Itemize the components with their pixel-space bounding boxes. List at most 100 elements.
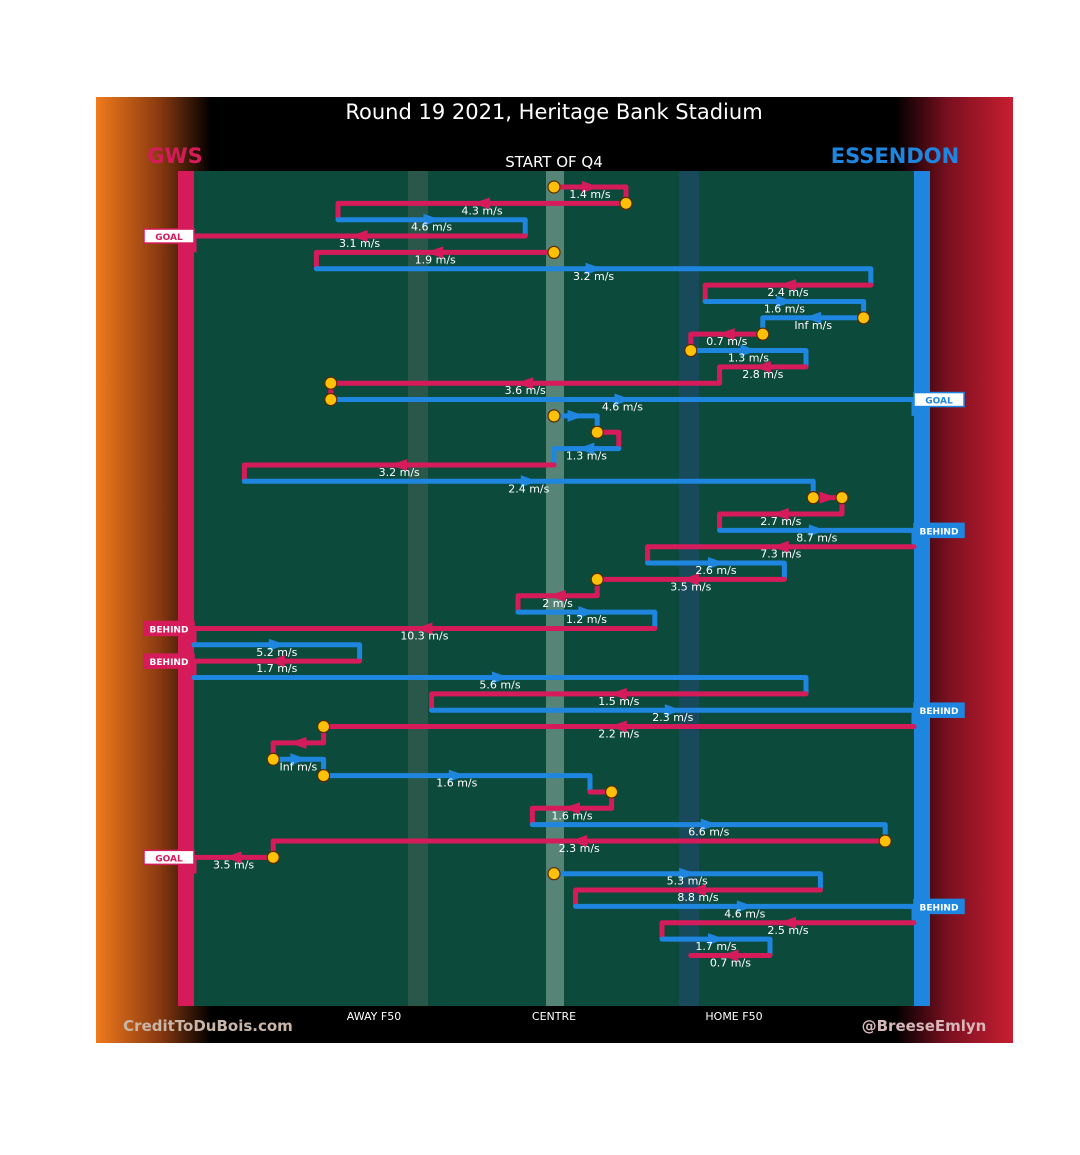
stoppage-marker — [324, 376, 338, 390]
stoppage-marker — [806, 491, 820, 505]
chain-direction-arrow — [679, 867, 697, 880]
stoppage-marker — [619, 196, 633, 210]
outcome-badge — [143, 653, 195, 669]
speed-label: 4.6 m/s — [602, 401, 643, 414]
chain-direction-arrow — [289, 736, 307, 749]
speed-label: 10.3 m/s — [400, 629, 448, 642]
speed-label: 8.7 m/s — [796, 531, 837, 544]
chain-direction-arrow — [614, 393, 632, 406]
chain-direction-arrow — [753, 360, 771, 373]
chain-direction-arrow — [681, 573, 699, 586]
outcome-badge — [913, 522, 965, 539]
chain-direction-arrow — [736, 900, 754, 913]
chain-direction-arrow — [563, 802, 580, 815]
home-f50-line — [679, 171, 699, 1006]
speed-label: 1.5 m/s — [598, 695, 639, 708]
possession-chain — [702, 279, 874, 302]
possession-chain: BEHIND — [573, 898, 965, 923]
speed-label: 1.6 m/s — [551, 809, 592, 822]
possession-chain — [515, 589, 600, 613]
outcome-badge — [143, 228, 195, 244]
speed-label: 2 m/s — [542, 597, 573, 610]
speed-label: 3.5 m/s — [670, 580, 711, 593]
speed-label: 1.6 m/s — [764, 302, 805, 315]
stoppage-marker — [547, 409, 561, 423]
x-tick-label: HOME F50 — [705, 1010, 762, 1023]
chain-direction-arrow — [390, 458, 408, 471]
stoppage-marker — [684, 343, 698, 358]
x-axis-ticks: AWAY F50 CENTRE HOME F50 — [347, 1010, 763, 1023]
speed-label: 0.7 m/s — [706, 335, 747, 348]
possession-chain — [717, 360, 809, 384]
speed-label: 1.6 m/s — [436, 777, 477, 790]
chain-direction-arrow — [520, 475, 538, 488]
outcome-label: GOAL — [925, 397, 953, 407]
possession-chain — [645, 557, 787, 580]
chain-direction-arrow — [582, 181, 599, 193]
stoppage-marker — [590, 425, 604, 439]
stoppage-marker — [547, 867, 561, 881]
speed-label: 6.6 m/s — [688, 826, 729, 839]
chain-direction-arrow — [567, 409, 585, 422]
chain-direction-arrow — [740, 344, 758, 357]
possession-chain — [573, 884, 823, 907]
speed-label: Inf m/s — [280, 760, 318, 773]
speed-label: 5.6 m/s — [479, 679, 520, 692]
possession-chain: GOAL — [324, 391, 965, 416]
possession-chain: BEHIND — [429, 702, 965, 727]
speed-label: 4.6 m/s — [724, 907, 765, 920]
stoppage-marker — [547, 245, 561, 259]
chain-direction-arrow — [415, 622, 433, 635]
chart-subtitle: START OF Q4 — [505, 153, 603, 171]
outcome-badge — [143, 620, 195, 637]
chain-direction-arrow — [721, 949, 739, 962]
possession-chain — [529, 802, 615, 825]
chain-direction-arrow — [548, 589, 566, 602]
possession-chain — [515, 606, 658, 629]
chain-direction-arrow — [448, 769, 466, 782]
speed-label: 3.5 m/s — [213, 858, 254, 871]
possession-chain — [684, 343, 809, 367]
outcome-label: BEHIND — [150, 658, 189, 668]
outcome-badge — [913, 702, 965, 718]
chain-direction-arrow — [779, 916, 796, 929]
speed-label: 2.4 m/s — [508, 482, 549, 495]
speed-label: 1.2 m/s — [566, 613, 607, 626]
chain-direction-arrow — [776, 295, 794, 308]
outcome-badge — [913, 391, 965, 408]
away-f50-line — [408, 171, 428, 1006]
possession-chain — [335, 196, 633, 220]
team-left-label: GWS — [147, 144, 203, 168]
chain-direction-arrow — [609, 687, 627, 700]
chain-direction-arrow — [268, 638, 286, 651]
chain-direction-arrow — [708, 933, 725, 946]
stoppage-marker — [756, 327, 770, 341]
chain-direction-arrow — [516, 377, 534, 390]
outcome-label: BEHIND — [150, 625, 189, 635]
chain-direction-arrow — [689, 884, 706, 897]
possession-chain — [645, 540, 917, 564]
possession-chain — [313, 245, 561, 269]
possession-chain — [191, 638, 363, 662]
stoppage-marker — [324, 392, 338, 407]
chart-title: Round 19 2021, Heritage Bank Stadium — [345, 100, 762, 124]
possession-chain — [191, 671, 809, 694]
possession-chain — [317, 719, 917, 743]
possession-chain — [717, 508, 845, 531]
speed-label: 2.4 m/s — [767, 286, 808, 299]
outcome-label: BEHIND — [920, 527, 959, 537]
possession-chain — [429, 687, 809, 711]
speed-labels: 1.4 m/s 4.3 m/s 4.6 m/s 3.1 m/s 1.9 m/s 3.2 m… — [213, 188, 838, 969]
possession-chain: GOAL — [143, 228, 528, 253]
stoppage-marker — [604, 785, 619, 799]
stoppage-marker — [590, 572, 604, 587]
stoppage-marker — [266, 850, 280, 864]
speed-label: 1.7 m/s — [695, 940, 736, 953]
speed-label: 3.2 m/s — [573, 270, 614, 283]
chain-direction-arrow — [804, 311, 822, 324]
speed-label: 2.7 m/s — [760, 515, 801, 528]
chain-direction-arrow — [350, 230, 368, 243]
possession-chain — [590, 425, 622, 449]
speed-label: 3.1 m/s — [339, 237, 380, 250]
